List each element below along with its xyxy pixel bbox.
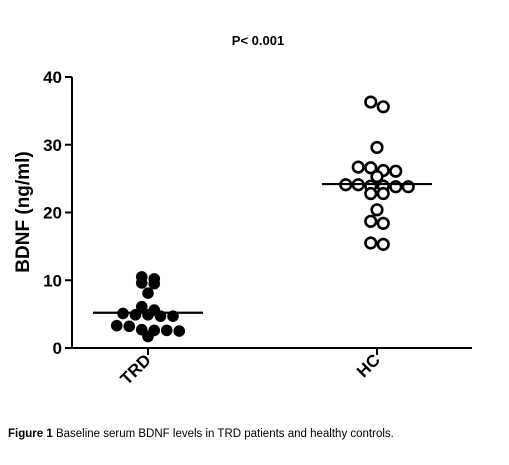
data-point-hc [370, 140, 384, 155]
data-point-hc [376, 216, 390, 230]
data-point-hc [376, 100, 390, 114]
data-point-trd [110, 319, 123, 332]
chart-title: P< 0.001 [232, 33, 284, 48]
data-points [110, 95, 415, 343]
data-point-trd [135, 277, 148, 289]
median-lines [93, 182, 432, 314]
x-tick-label-hc: HC [353, 350, 384, 381]
x-axis-ticks: TRD HC [117, 348, 384, 389]
figure-caption-text: Baseline serum BDNF levels in TRD patien… [55, 428, 394, 440]
figure-caption-label: Figure 1 [8, 428, 53, 440]
data-point-hc [376, 237, 390, 251]
data-point-hc [389, 164, 403, 178]
y-axis-label: BDNF (ng/ml) [13, 151, 34, 272]
data-point-trd [148, 277, 161, 290]
data-point-trd [123, 320, 136, 333]
data-point-trd [142, 287, 154, 299]
data-point-hc [370, 203, 384, 217]
y-tick-label: 20 [43, 204, 62, 223]
data-point-trd [160, 324, 173, 337]
data-point-hc [376, 186, 390, 201]
data-point-trd [142, 309, 154, 321]
data-point-hc [370, 169, 384, 184]
data-point-trd [142, 330, 154, 343]
bdnf-scatter-chart: P< 0.001 BDNF (ng/ml) 0 10 20 30 40 TRD HC [13, 33, 472, 389]
data-point-hc [364, 186, 378, 201]
y-tick-label: 10 [43, 271, 62, 290]
y-tick-label: 30 [43, 136, 62, 155]
data-point-hc [364, 214, 378, 228]
y-tick-label: 40 [43, 68, 62, 87]
figure-caption: Figure 1 Baseline serum BDNF levels in T… [8, 428, 394, 440]
data-point-hc [351, 160, 365, 174]
y-axis-ticks: 0 10 20 30 40 [43, 68, 72, 358]
x-tick-label-trd: TRD [117, 350, 155, 388]
data-point-hc [364, 161, 378, 175]
data-point-hc [364, 236, 378, 250]
y-tick-label: 0 [53, 339, 62, 358]
data-point-trd [129, 309, 142, 321]
data-point-trd [173, 325, 186, 337]
data-point-hc [364, 95, 378, 109]
